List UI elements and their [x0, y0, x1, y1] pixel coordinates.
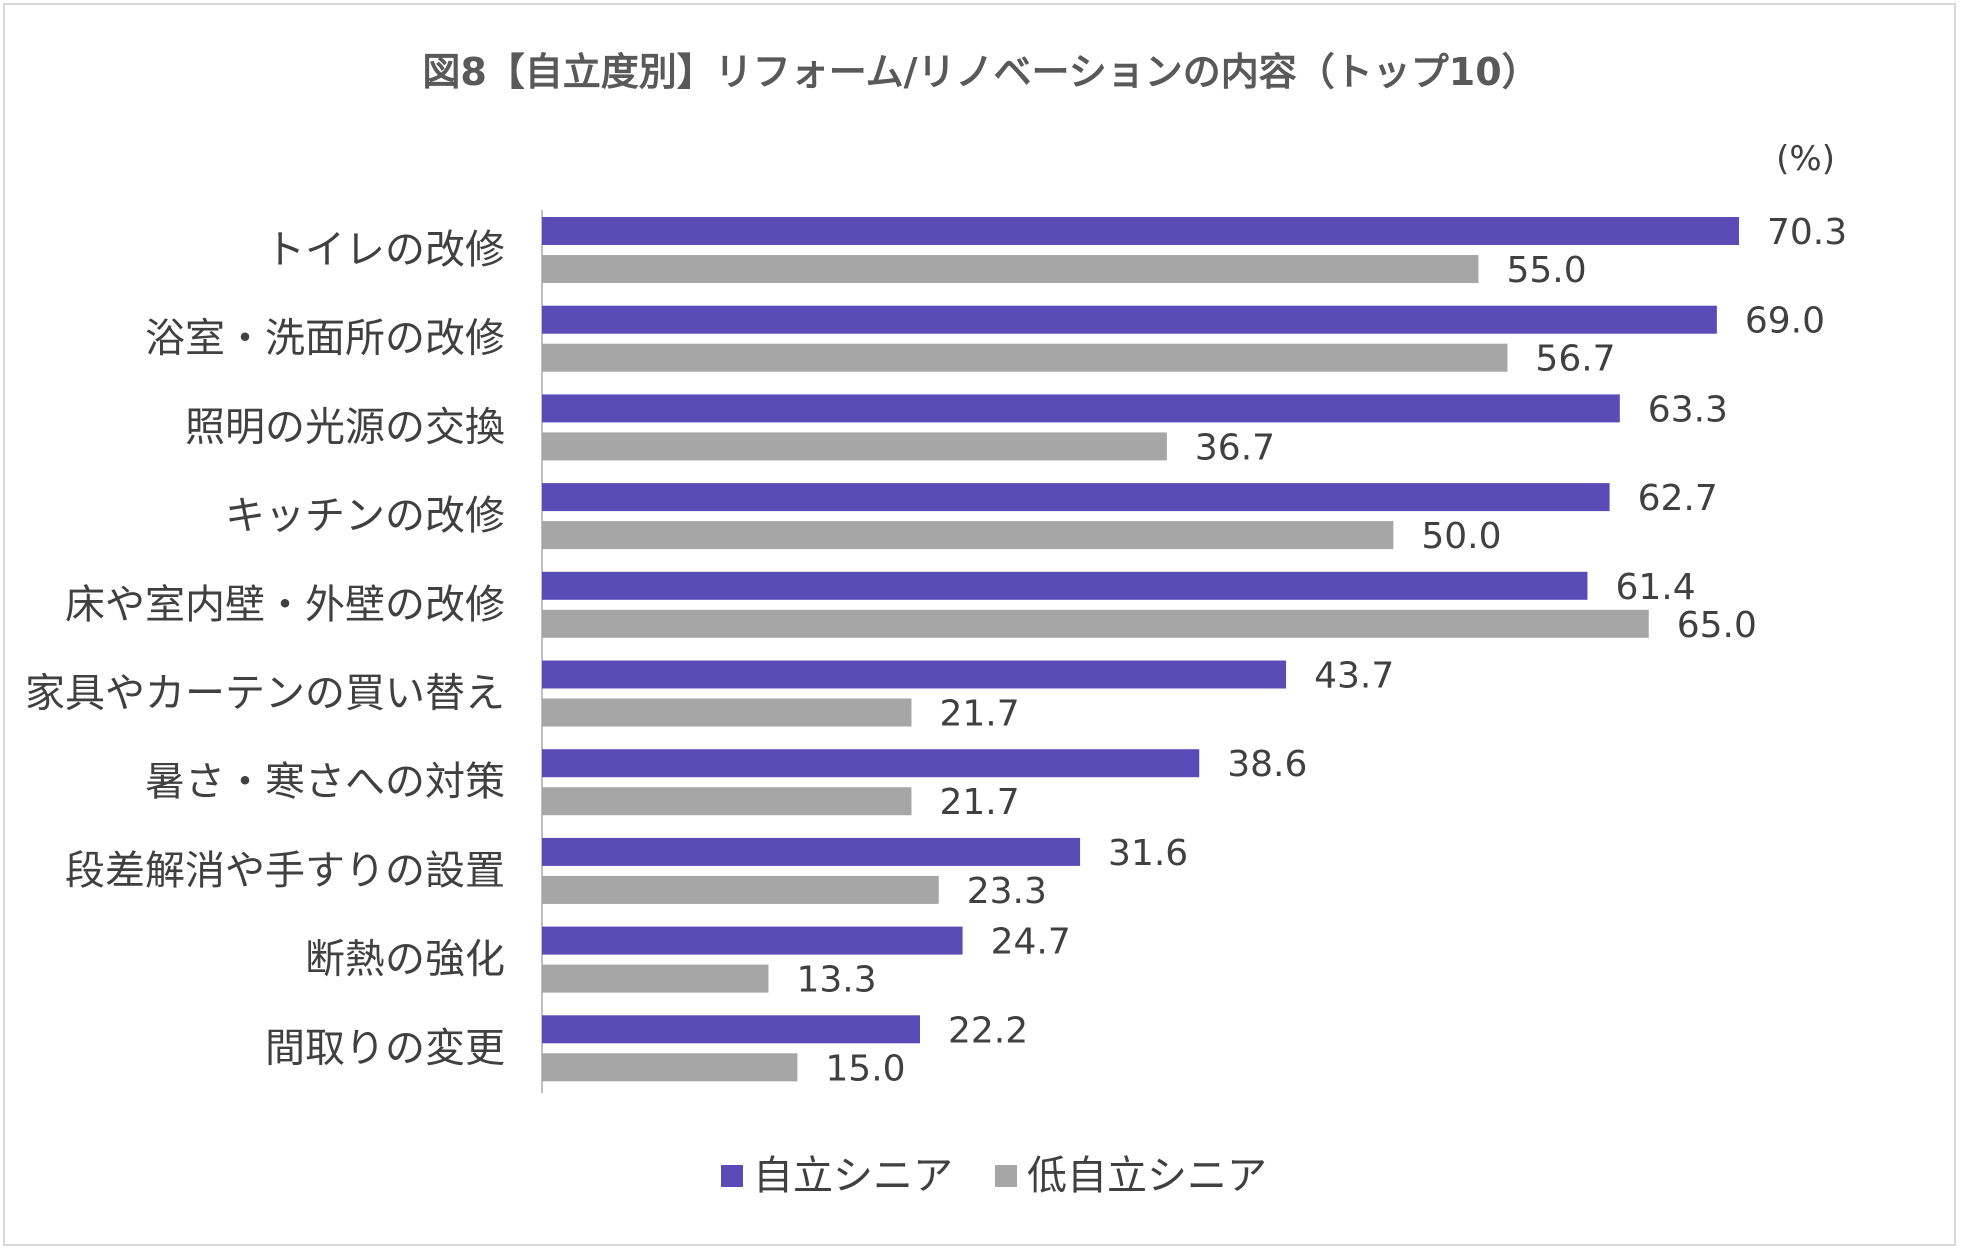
data-label-series-0-7: 31.6: [1108, 833, 1188, 874]
category-label: トイレの改修: [265, 227, 505, 273]
plot-area: トイレの改修 70.3 55.0 浴室・洗面所の改修 69.0 56.7 照明の光源の交換 6…: [25, 210, 1847, 1093]
bar-series-1-7: [542, 875, 939, 904]
data-label-series-0-0: 70.3: [1767, 212, 1847, 253]
category-label: 床や室内壁・外壁の改修: [65, 582, 505, 628]
data-label-series-1-6: 21.7: [939, 782, 1019, 823]
category-label: 暑さ・寒さへの対策: [145, 759, 505, 805]
chart-frame: 図8【自立度別】リフォーム/リノベーションの内容（トップ10） (%) トイレの…: [3, 3, 1956, 1246]
legend-swatch-1: [995, 1165, 1017, 1187]
data-label-series-0-8: 24.7: [991, 922, 1071, 963]
bar-series-0-6: [542, 749, 1200, 778]
bar-series-0-5: [542, 660, 1287, 689]
data-label-series-1-7: 23.3: [967, 871, 1047, 912]
bar-series-0-1: [542, 305, 1717, 334]
category-label: キッチンの改修: [225, 493, 505, 539]
category-label: 段差解消や手すりの設置: [65, 848, 505, 894]
bar-series-0-4: [542, 571, 1588, 600]
chart-svg: 図8【自立度別】リフォーム/リノベーションの内容（トップ10） (%) トイレの…: [25, 50, 1847, 1199]
bar-series-0-3: [542, 483, 1610, 512]
data-label-series-0-3: 62.7: [1638, 478, 1718, 519]
legend-label-0: 自立シニア: [753, 1153, 953, 1199]
data-label-series-1-9: 15.0: [825, 1048, 905, 1089]
data-label-series-1-2: 36.7: [1195, 427, 1275, 468]
data-label-series-1-5: 21.7: [939, 694, 1019, 735]
bar-series-1-4: [542, 609, 1649, 638]
category-label: 断熱の強化: [305, 937, 505, 983]
bar-series-0-9: [542, 1015, 920, 1044]
category-label: 浴室・洗面所の改修: [145, 316, 505, 362]
data-label-series-0-5: 43.7: [1314, 656, 1394, 697]
bar-series-0-2: [542, 394, 1620, 423]
category-label: 照明の光源の交換: [185, 404, 505, 450]
legend-swatch-0: [721, 1165, 743, 1187]
category-label: 家具やカーテンの買い替え: [25, 671, 505, 717]
data-label-series-1-8: 13.3: [796, 960, 876, 1001]
data-label-series-1-1: 56.7: [1535, 339, 1615, 380]
data-label-series-0-4: 61.4: [1615, 567, 1695, 608]
bar-series-1-2: [542, 432, 1167, 461]
data-label-series-0-1: 69.0: [1745, 301, 1825, 342]
category-label: 間取りの変更: [265, 1025, 505, 1071]
bar-series-1-6: [542, 787, 912, 816]
bar-series-0-0: [542, 217, 1739, 245]
data-label-series-1-3: 50.0: [1421, 516, 1501, 557]
bar-series-1-5: [542, 698, 912, 727]
data-label-series-1-0: 55.0: [1506, 250, 1586, 291]
bar-series-0-7: [542, 837, 1081, 866]
legend-label-1: 低自立シニア: [1027, 1153, 1267, 1199]
data-label-series-0-9: 22.2: [948, 1010, 1028, 1051]
data-label-series-1-4: 65.0: [1677, 605, 1757, 646]
bar-series-1-9: [542, 1053, 798, 1082]
data-label-series-0-2: 63.3: [1648, 389, 1728, 430]
data-label-series-0-6: 38.6: [1227, 744, 1307, 785]
chart-title: 図8【自立度別】リフォーム/リノベーションの内容（トップ10）: [422, 50, 1539, 94]
bar-series-1-8: [542, 964, 769, 993]
bar-series-1-0: [542, 255, 1479, 283]
bar-series-1-3: [542, 521, 1394, 550]
bar-series-1-1: [542, 343, 1508, 372]
bar-series-0-8: [542, 926, 963, 955]
unit-label: (%): [1776, 139, 1835, 179]
legend: 自立シニア 低自立シニア: [721, 1153, 1267, 1199]
